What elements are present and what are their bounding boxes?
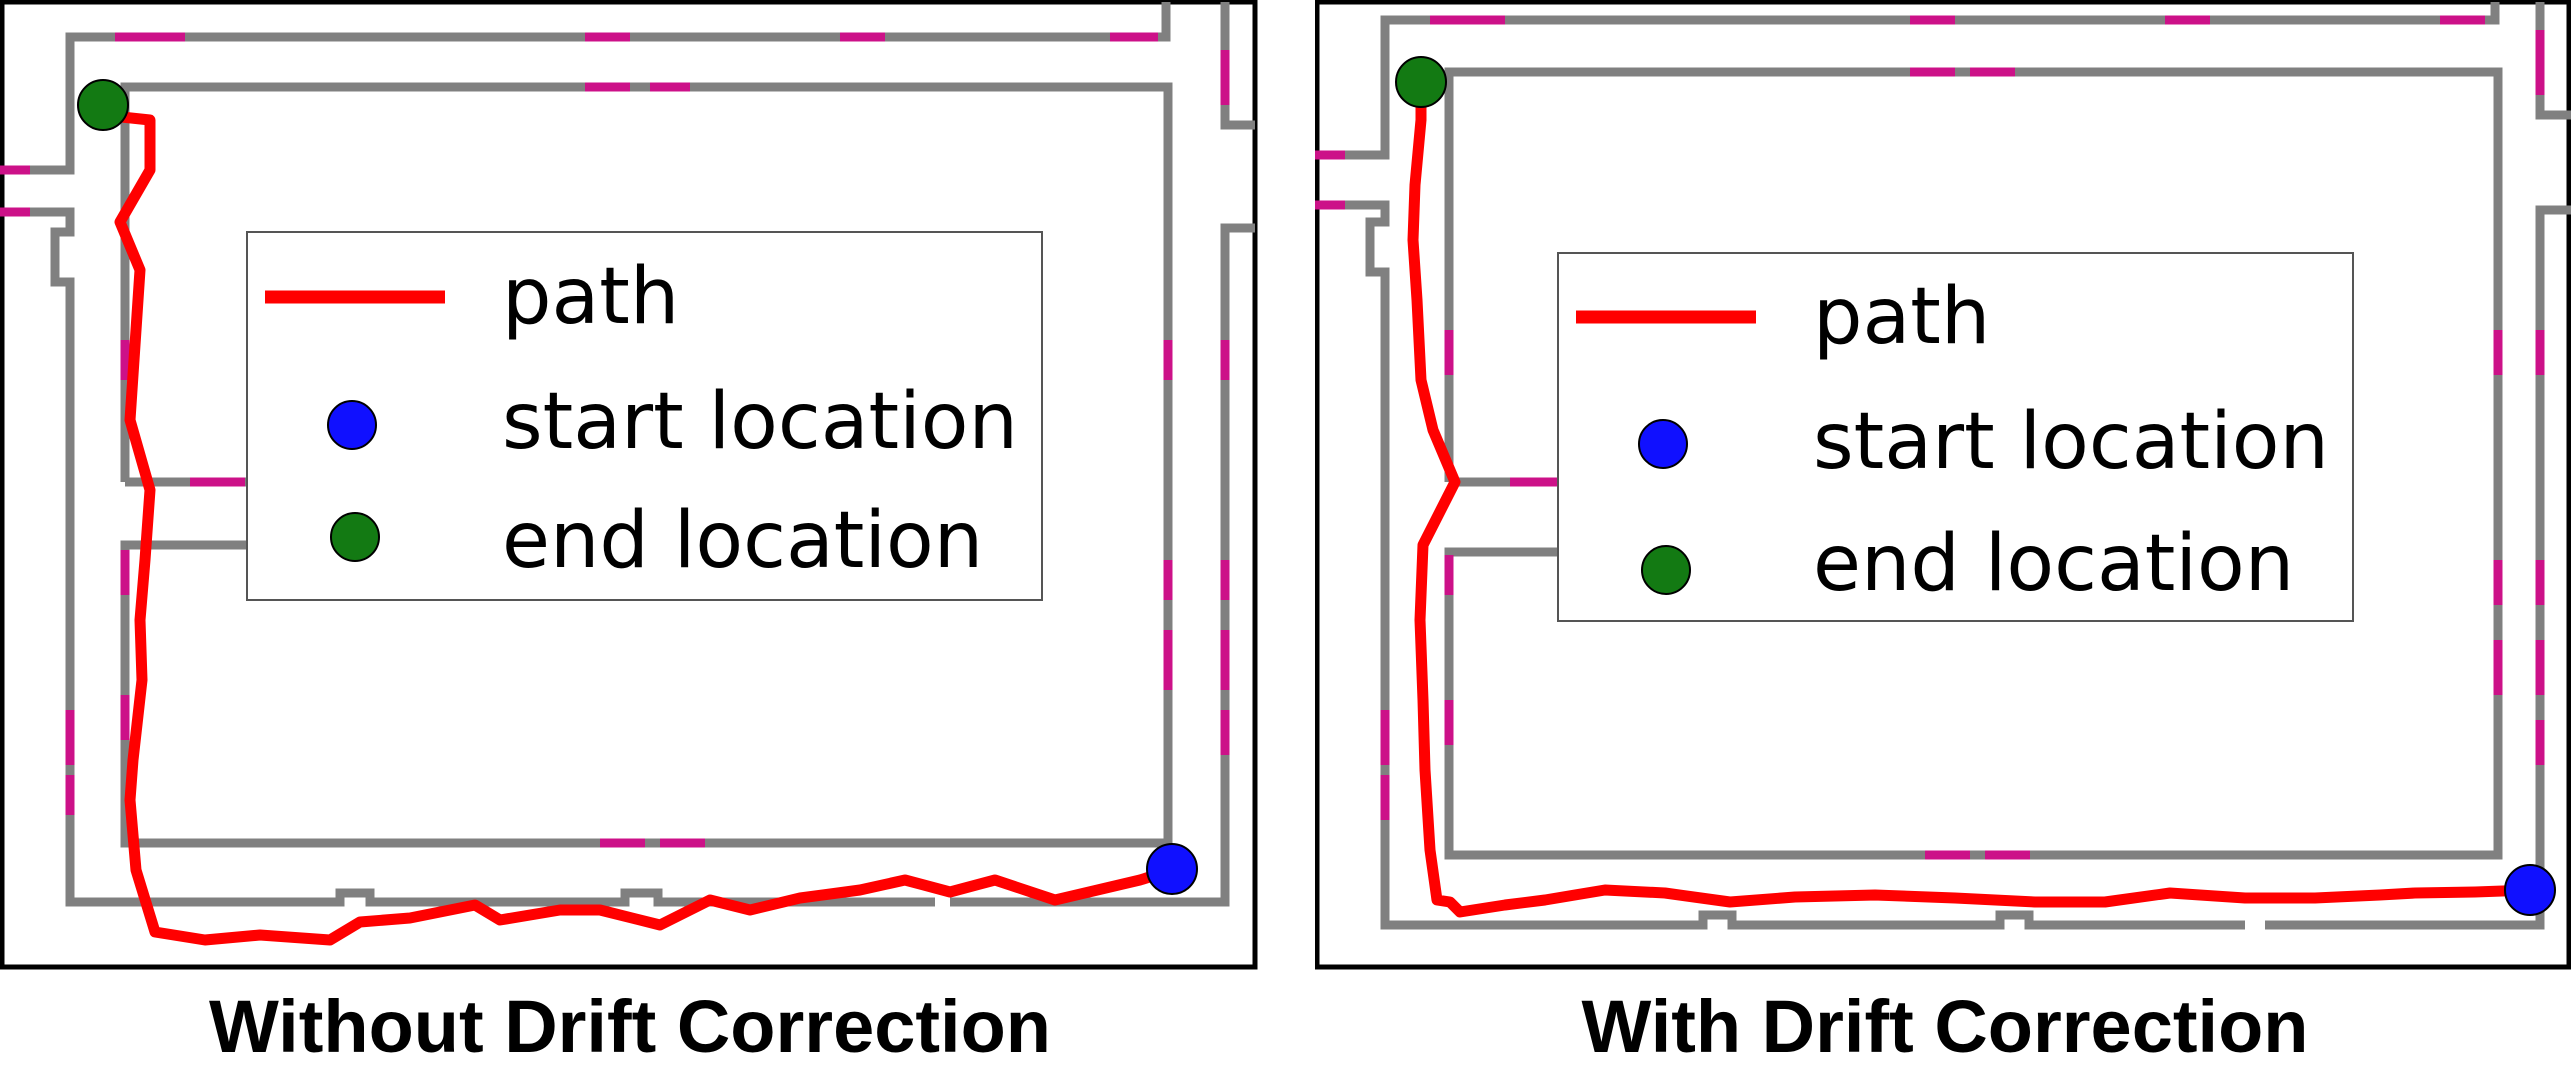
legend: path start location end location [1557, 252, 2354, 622]
legend-start-label: start location [1813, 397, 2329, 487]
legend-start-swatch [327, 400, 377, 450]
doors [1315, 15, 2545, 860]
legend-path-label: path [1813, 272, 1990, 362]
legend-end-swatch [330, 512, 380, 562]
panel-caption: Without Drift Correction [208, 985, 1051, 1068]
legend-path-label: path [502, 252, 679, 342]
path-line [102, 109, 1174, 946]
legend-end-label: end location [1813, 519, 2294, 609]
legend-start-swatch [1638, 419, 1688, 469]
panel-without-drift-correction: path start location end location Without… [0, 0, 1260, 1079]
end-location-marker [1395, 56, 1447, 108]
doors [0, 32, 1230, 848]
legend-end-swatch [1641, 545, 1691, 595]
legend-start-label: start location [502, 377, 1018, 467]
floor-plan-map-without: path start location end location [0, 0, 1258, 970]
floor-plan-map-with: path start location end location [1315, 0, 2571, 970]
end-location-marker [77, 79, 129, 131]
legend: path start location end location [246, 231, 1043, 601]
legend-end-label: end location [502, 496, 983, 586]
start-location-marker [1146, 843, 1198, 895]
panel-caption: With Drift Correction [1581, 985, 2309, 1068]
path-line [1407, 82, 2531, 918]
panel-with-drift-correction: path start location end location With Dr… [1315, 0, 2571, 1079]
start-location-marker [2504, 864, 2556, 916]
walls [1315, 2, 2571, 930]
